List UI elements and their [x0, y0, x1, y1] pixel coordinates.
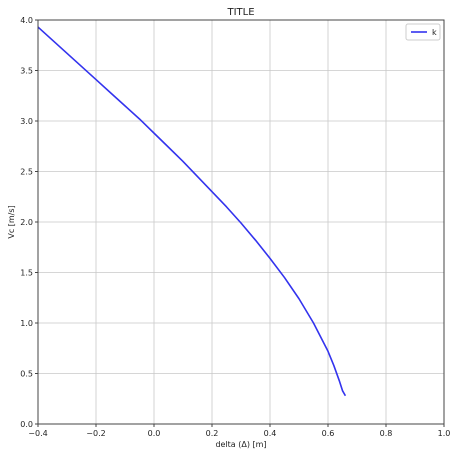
series-line-k — [37, 26, 347, 397]
y-tick-label: 1.5 — [20, 269, 33, 278]
y-tick-label: 1.0 — [20, 319, 33, 328]
x-tick-label: 0.6 — [322, 429, 335, 438]
x-tick-label: 0.2 — [206, 429, 219, 438]
x-tick-label: 0.8 — [380, 429, 393, 438]
chart-title: TITLE — [226, 7, 254, 18]
x-axis-label: delta (Δ) [m] — [215, 440, 266, 449]
y-tick-label: 0.5 — [20, 370, 33, 379]
y-axis-label: Vc [m/s] — [7, 205, 16, 238]
y-tick-label: 3.0 — [20, 117, 33, 126]
x-tick-label: 0.0 — [148, 429, 161, 438]
y-tick-label: 2.5 — [20, 168, 33, 177]
x-tick-label: −0.2 — [86, 429, 105, 438]
y-tick-label: 2.0 — [20, 218, 33, 227]
legend: k — [405, 23, 441, 41]
legend-label-k: k — [432, 28, 437, 37]
y-tick-label: 0.0 — [20, 420, 33, 429]
x-tick-label: 0.4 — [264, 429, 277, 438]
y-tick-label: 4.0 — [20, 16, 33, 25]
x-tick-label: −0.4 — [28, 429, 47, 438]
ticks: −0.4 −0.2 0.0 0.2 0.4 0.6 0.8 1.0 0.0 0.5 1.0 1.5 2.… — [20, 16, 450, 438]
y-tick-label: 3.5 — [20, 67, 33, 76]
series-layer — [37, 26, 347, 397]
x-tick-label: 1.0 — [438, 429, 451, 438]
